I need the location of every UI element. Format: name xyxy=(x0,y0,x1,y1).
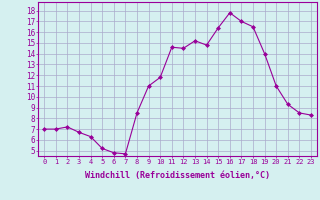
X-axis label: Windchill (Refroidissement éolien,°C): Windchill (Refroidissement éolien,°C) xyxy=(85,171,270,180)
